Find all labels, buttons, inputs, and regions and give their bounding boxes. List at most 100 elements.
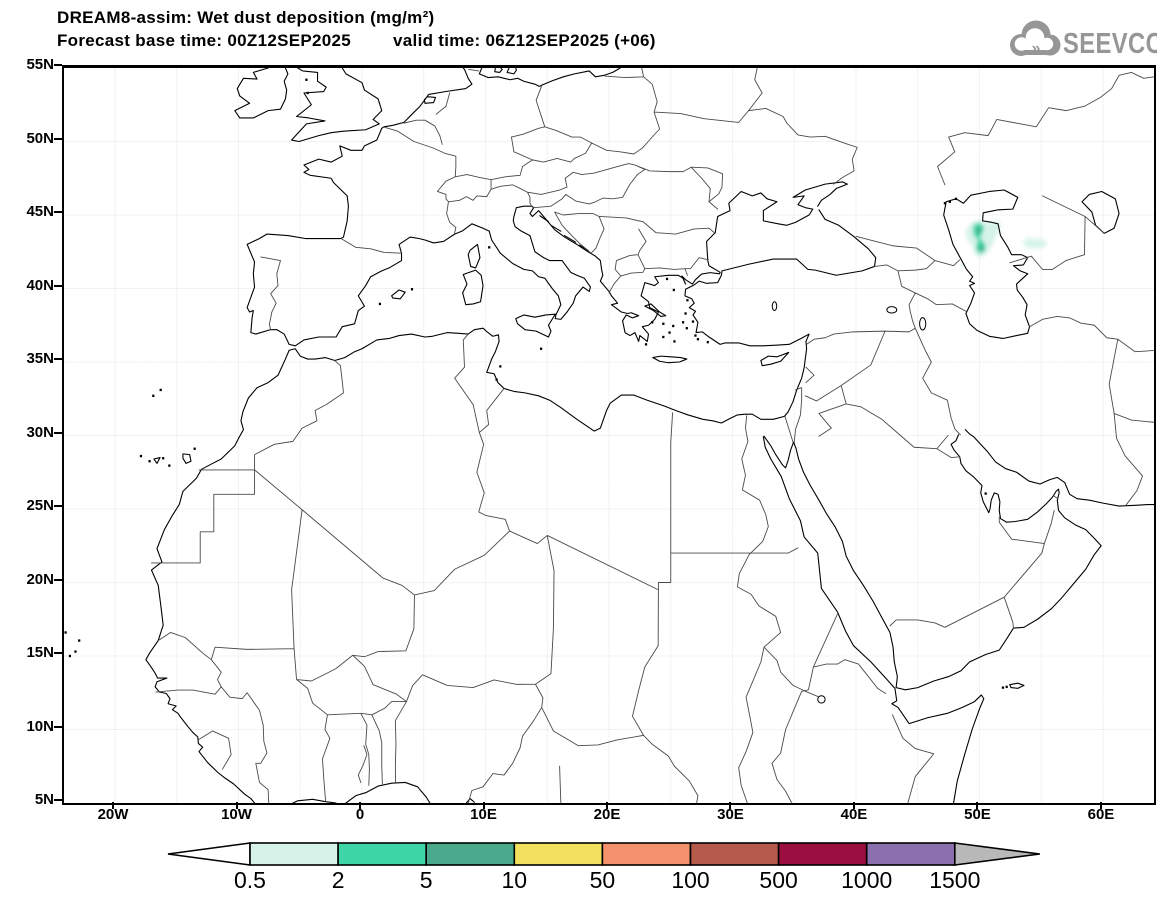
lon-tick bbox=[729, 802, 731, 809]
logo-text: SEEVCCC bbox=[1063, 27, 1157, 60]
island-speck bbox=[686, 299, 688, 301]
island-speck bbox=[651, 321, 653, 323]
coast-islands bbox=[154, 244, 1024, 688]
deposition-area-east-caspian bbox=[1022, 238, 1048, 248]
lat-tick bbox=[54, 358, 62, 360]
colorbar-value-label: 500 bbox=[759, 867, 797, 893]
lat-tick bbox=[54, 211, 62, 213]
island-speck bbox=[682, 321, 684, 323]
island-speck bbox=[64, 631, 66, 633]
island-speck bbox=[160, 389, 162, 391]
dust-forecast-page: DREAM8-assim: Wet dust deposition (mg/m²… bbox=[0, 0, 1165, 907]
island-speck bbox=[379, 303, 381, 305]
island-speck bbox=[168, 464, 170, 466]
colorbar-value-label: 10 bbox=[502, 867, 528, 893]
lat-tick-label: 40N bbox=[0, 277, 54, 294]
colorbar-value-label: 2 bbox=[332, 867, 345, 893]
lat-tick-label: 45N bbox=[0, 203, 54, 220]
lat-tick bbox=[54, 505, 62, 507]
island-speck bbox=[540, 348, 542, 350]
island-speck bbox=[668, 331, 670, 333]
lake-urmia bbox=[920, 318, 926, 330]
coast-turkey-africa-atlantic bbox=[146, 210, 876, 803]
lat-tick-label: 15N bbox=[0, 644, 54, 661]
dalmatian-islands bbox=[540, 216, 588, 251]
deposition-area-caspian-outer bbox=[965, 221, 1001, 258]
island-speck bbox=[496, 378, 498, 380]
lat-tick-label: 55N bbox=[0, 56, 54, 73]
island-speck bbox=[411, 288, 413, 290]
coast-redsea-arabia-gulf bbox=[763, 430, 1154, 803]
island-speck bbox=[1006, 686, 1008, 688]
lat-tick bbox=[54, 652, 62, 654]
borders-caucasus-mideast-asia bbox=[785, 72, 1154, 628]
lon-tick bbox=[853, 802, 855, 809]
lake-tana bbox=[818, 696, 825, 703]
lat-tick bbox=[54, 579, 62, 581]
colorbar-segment bbox=[602, 843, 690, 865]
island-speck bbox=[662, 323, 664, 325]
island-speck bbox=[78, 639, 80, 641]
island-speck bbox=[673, 340, 675, 342]
plot-titles: DREAM8-assim: Wet dust deposition (mg/m²… bbox=[57, 6, 656, 52]
island-speck bbox=[692, 320, 694, 322]
colorbar-segment bbox=[691, 843, 779, 865]
island-speck bbox=[673, 289, 675, 291]
map-canvas bbox=[64, 68, 1154, 803]
map-plot-area bbox=[62, 65, 1156, 805]
island-speck bbox=[499, 365, 501, 367]
colorbar-value-label: 1000 bbox=[841, 867, 892, 893]
lat-tick-label: 50N bbox=[0, 130, 54, 147]
lat-tick bbox=[54, 432, 62, 434]
colorbar-segment bbox=[250, 843, 338, 865]
island-speck bbox=[666, 278, 668, 280]
lon-tick bbox=[236, 802, 238, 809]
lon-tick bbox=[606, 802, 608, 809]
colorbar-segment bbox=[779, 843, 867, 865]
island-speck bbox=[1002, 686, 1004, 688]
colorbar-value-label: 50 bbox=[590, 867, 616, 893]
lon-tick bbox=[112, 802, 114, 809]
island-speck bbox=[307, 92, 309, 94]
island-speck bbox=[74, 650, 76, 652]
colorbar-value-label: 1500 bbox=[929, 867, 980, 893]
island-speck bbox=[694, 334, 696, 336]
cloud-chevron-icon: » bbox=[1010, 21, 1061, 58]
plot-subtitle: Forecast base time: 00Z12SEP2025 valid t… bbox=[57, 29, 656, 52]
island-speck bbox=[305, 79, 307, 81]
island-speck bbox=[955, 198, 957, 200]
colorbar-value-label: 100 bbox=[671, 867, 709, 893]
lon-tick bbox=[359, 802, 361, 809]
valid-time: valid time: 06Z12SEP2025 (+06) bbox=[393, 29, 656, 52]
lon-tick bbox=[483, 802, 485, 809]
colorbar-segment bbox=[426, 843, 514, 865]
island-speck bbox=[148, 460, 150, 462]
lake-van bbox=[887, 307, 897, 313]
island-speck bbox=[140, 455, 142, 457]
island-speck bbox=[697, 338, 699, 340]
lat-tick bbox=[54, 285, 62, 287]
lon-tick bbox=[976, 802, 978, 809]
island-speck bbox=[684, 312, 686, 314]
lat-tick bbox=[54, 138, 62, 140]
colorbar-segment bbox=[338, 843, 426, 865]
island-speck bbox=[645, 343, 647, 345]
island-speck bbox=[949, 201, 951, 203]
lat-tick-label: 35N bbox=[0, 350, 54, 367]
colorbar-under-arrow bbox=[168, 843, 250, 865]
lat-tick bbox=[54, 64, 62, 66]
lat-tick bbox=[54, 799, 62, 801]
lat-tick-label: 30N bbox=[0, 424, 54, 441]
island-speck bbox=[488, 246, 490, 248]
coast-caspian-aral bbox=[944, 190, 1119, 338]
plot-title: DREAM8-assim: Wet dust deposition (mg/m²… bbox=[57, 6, 656, 29]
lon-tick bbox=[1100, 802, 1102, 809]
small-island-specks bbox=[64, 79, 1007, 689]
lat-tick-label: 25N bbox=[0, 497, 54, 514]
island-speck bbox=[662, 336, 664, 338]
lat-tick-label: 5N bbox=[0, 791, 54, 808]
seevccc-logo: » SEEVCCC bbox=[1005, 16, 1157, 62]
coast-british-isles-baltic bbox=[235, 68, 620, 142]
borders-africa bbox=[151, 334, 933, 803]
lat-tick bbox=[54, 726, 62, 728]
